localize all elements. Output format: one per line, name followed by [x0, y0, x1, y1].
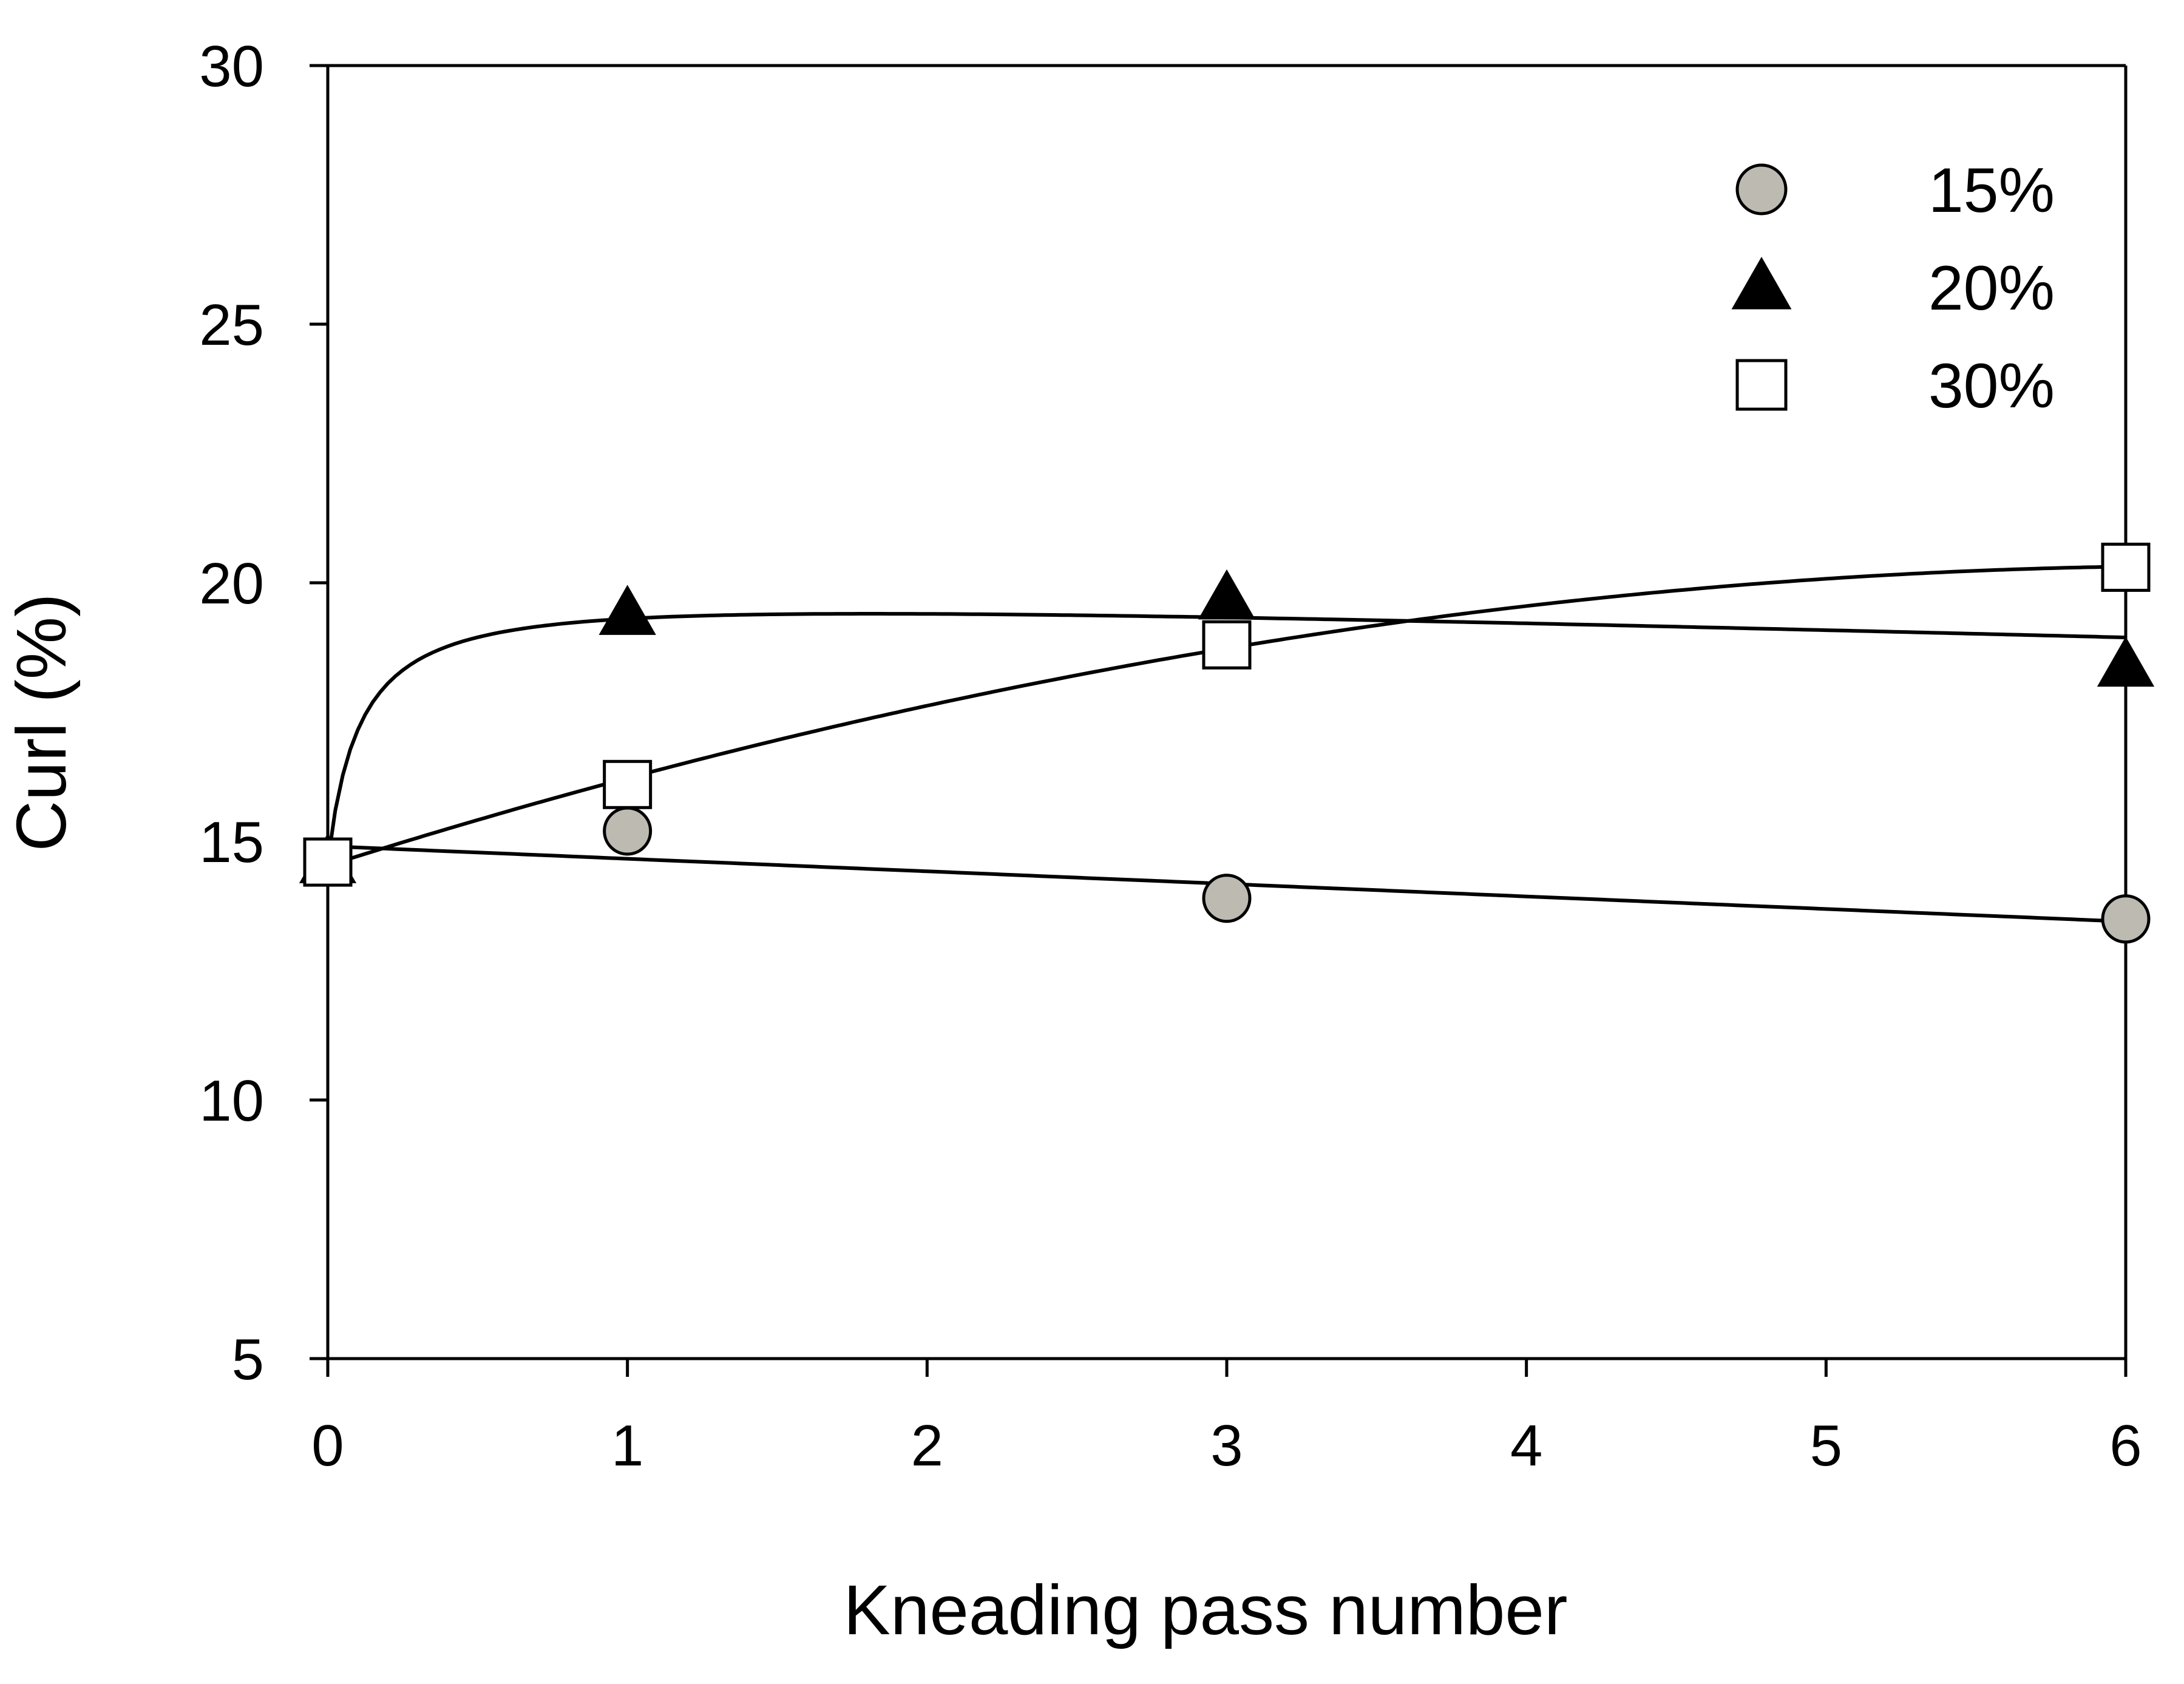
y-tick-label: 20 — [199, 551, 264, 616]
data-point-15pct — [1202, 874, 1252, 923]
legend: 15% 20% 30% — [1731, 155, 2055, 421]
data-point-20pct — [599, 585, 656, 635]
data-point-15pct — [2101, 894, 2151, 944]
data-point-30pct — [303, 837, 353, 887]
data-point-20pct — [1198, 569, 1256, 620]
y-axis-title: Curl (%) — [2, 593, 81, 851]
axes: 5 10 15 20 25 30 0 1 2 3 4 5 6 — [199, 34, 2142, 1478]
legend-label-20pct: 20% — [1928, 253, 2055, 324]
data-markers — [299, 542, 2155, 944]
data-point-30pct — [2101, 542, 2151, 592]
trend-lines — [326, 565, 2126, 924]
legend-marker-15pct — [1735, 163, 1788, 216]
legend-marker-30pct — [1735, 359, 1788, 411]
data-point-20pct — [2097, 636, 2155, 687]
x-tick-label: 6 — [2109, 1413, 2142, 1478]
legend-label-15pct: 15% — [1928, 155, 2055, 226]
x-tick-label: 4 — [1510, 1413, 1542, 1478]
x-tick-label: 0 — [311, 1413, 344, 1478]
legend-marker-20pct — [1731, 256, 1792, 310]
x-tick-label: 1 — [611, 1413, 643, 1478]
x-tick-label: 2 — [911, 1413, 943, 1478]
y-tick-label: 15 — [199, 810, 264, 875]
data-point-30pct — [1202, 620, 1252, 670]
data-point-15pct — [603, 806, 653, 856]
legend-label-30pct: 30% — [1928, 351, 2055, 421]
data-point-30pct — [603, 759, 653, 809]
x-tick-label: 5 — [1810, 1413, 1842, 1478]
y-tick-label: 30 — [199, 34, 264, 99]
x-tick-label: 3 — [1210, 1413, 1243, 1478]
x-axis-title: Kneading pass number — [843, 1570, 1567, 1649]
y-tick-label: 25 — [199, 293, 264, 358]
y-tick-label: 10 — [199, 1068, 264, 1133]
y-tick-label: 5 — [232, 1327, 264, 1392]
